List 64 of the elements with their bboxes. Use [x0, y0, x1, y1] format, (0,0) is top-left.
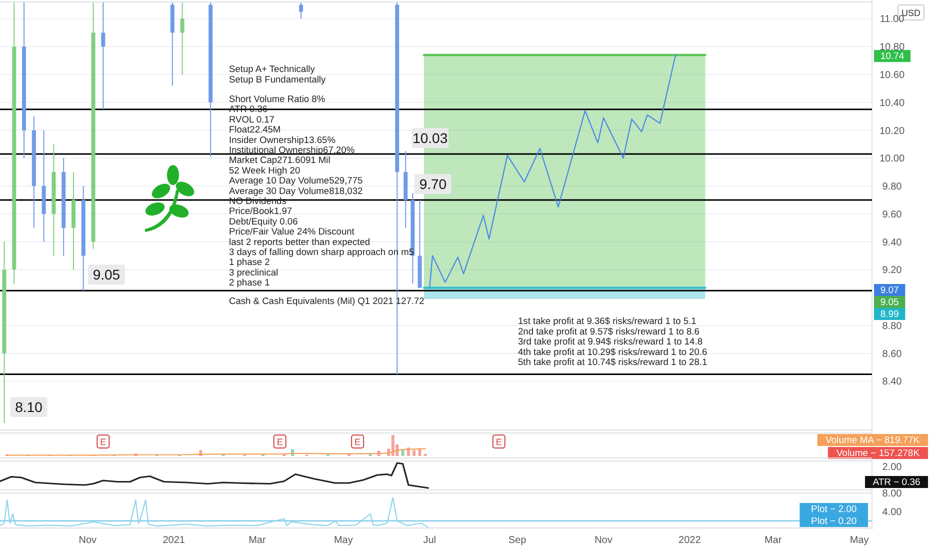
annotation: Debt/Equity 0.06 — [229, 216, 298, 226]
x-tick-label: Jul — [423, 535, 436, 546]
y-tick-label: 9.60 — [882, 209, 902, 220]
text: 9.07 — [880, 285, 899, 296]
annotation: 3rd take profit at 9.94$ risks/reward 1 to 14.8 — [518, 336, 702, 347]
y-tick-label: 10.20 — [879, 126, 905, 137]
text: 8.99 — [880, 309, 899, 320]
annotation: 2 phase 1 — [229, 278, 270, 288]
x-tick-label: Mar — [248, 535, 266, 546]
annotation: Institutional Ownership67.20% — [229, 145, 355, 155]
annotation: 1 phase 2 — [229, 257, 270, 268]
y-tick-label: 9.80 — [882, 182, 902, 193]
text: 10.74 — [880, 51, 904, 62]
annotation: 2nd take profit at 9.57$ risks/reward 1 to 8.6 — [518, 326, 700, 336]
annotation: Price/Book1.97 — [229, 206, 292, 216]
x-tick-label: Mar — [764, 535, 782, 546]
annotation: Average 10 Day Volume529,775 — [229, 176, 363, 186]
y-tick-label: 8.60 — [882, 348, 902, 360]
annotation: E — [496, 437, 502, 447]
text: 2.00 — [882, 462, 902, 473]
y-tick-label: 9.40 — [882, 237, 902, 248]
annotation: 52 Week High 20 — [229, 165, 300, 176]
y-tick-label: 10.60 — [879, 70, 905, 81]
y-tick-label: 10.40 — [879, 98, 905, 109]
annotation: E — [100, 437, 106, 447]
annotation: Setup B Fundamentally — [229, 74, 326, 84]
y-tick-label: 4.00 — [882, 507, 902, 518]
x-tick-label: May — [850, 535, 869, 546]
annotation: 5th take profit at 10.74$ risks/reward 1 to 28.1 — [518, 357, 708, 368]
annotation: Float22.45M — [229, 124, 281, 135]
y-tick-label: 8.00 — [882, 488, 902, 500]
annotation: Volume MA − 819.77K — [826, 435, 920, 446]
annotation: 10.03 — [412, 130, 448, 146]
y-tick-label: 9.20 — [882, 265, 902, 276]
annotation: last 2 reports better than expected — [229, 236, 370, 247]
annotation: Insider Ownership13.65% — [229, 134, 336, 145]
y-tick-label: 10.00 — [879, 154, 905, 165]
text: 9.05 — [880, 297, 899, 308]
x-tick-label: 2022 — [678, 535, 702, 546]
x-tick-label: 2021 — [162, 535, 186, 546]
annotation: Market Cap271.6091 Mil — [229, 155, 330, 166]
annotation: Setup A+ Technically — [229, 64, 316, 74]
annotation: 3 preclinical — [229, 267, 278, 278]
annotation: E — [276, 437, 283, 447]
annotation: Short Volume Ratio 8% — [229, 94, 326, 104]
annotation: Volume − 157.278K — [836, 448, 920, 459]
y-tick-label: 8.80 — [882, 320, 902, 332]
x-tick-label: May — [334, 535, 353, 546]
annotation: 4th take profit at 10.29$ risks/reward 1 to 20.6 — [518, 346, 708, 357]
annotation: RVOL 0.17 — [229, 114, 274, 124]
annotation: Price/Fair Value 24% Discount — [229, 226, 355, 237]
x-tick-label: Nov — [78, 535, 97, 546]
annotation: Average 30 Day Volume818,032 — [229, 186, 363, 196]
annotation: E — [354, 437, 361, 447]
x-tick-label: Nov — [594, 535, 612, 546]
annotation: 1st take profit at 9.36$ risks/reward 1 to 5.1 — [518, 316, 696, 326]
annotation: 9.70 — [419, 176, 447, 192]
x-tick-label: Sep — [508, 535, 527, 546]
annotation: 9.05 — [92, 266, 120, 283]
annotation: Plot − 0.20 — [811, 516, 857, 527]
text: ATR − 0.36 — [872, 477, 920, 488]
annotation: 8.10 — [15, 399, 43, 416]
annotation: Plot − 2.00 — [811, 504, 857, 515]
y-tick-label: 8.40 — [882, 376, 902, 388]
